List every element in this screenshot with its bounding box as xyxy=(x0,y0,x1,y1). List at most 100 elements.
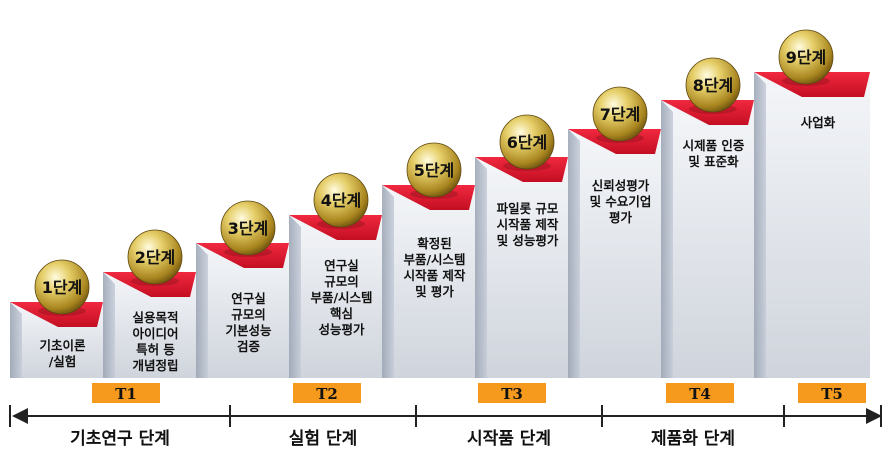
step-ball xyxy=(685,57,741,113)
step-front-face xyxy=(661,100,754,378)
step-description-line: 핵심 xyxy=(330,306,353,321)
step-description-line: 및 표준화 xyxy=(688,154,739,169)
step-label: 3단계 xyxy=(228,219,269,238)
step-description-line: 연구실 xyxy=(231,291,266,306)
step-top-face xyxy=(196,243,289,268)
step-description-line: 및 수요기업 xyxy=(590,194,652,209)
stage-tag-label: T1 xyxy=(115,385,137,403)
stage-tag-box xyxy=(478,383,546,403)
stage-tag-t4: T4 xyxy=(666,383,734,403)
step-front-face xyxy=(568,129,661,378)
step-side-face xyxy=(475,157,487,378)
stage-tags-layer: T1 T2 T3 T4 T5 xyxy=(92,383,866,403)
step-description-line: 신뢰성평가 xyxy=(592,178,650,193)
step-ball xyxy=(592,86,648,142)
step-description-line: 기초이론 xyxy=(39,338,86,353)
step-description-line: 시작품 제작 xyxy=(404,268,466,283)
stage-tag-box xyxy=(666,383,734,403)
step-front-face xyxy=(382,185,475,378)
step-description-line: 기본성능 xyxy=(225,323,272,338)
step-top-face xyxy=(754,72,870,97)
step-top-face xyxy=(475,157,568,182)
step-label: 4단계 xyxy=(321,191,362,210)
step-top-face xyxy=(289,215,382,240)
step-side-face xyxy=(661,100,673,378)
step-description-line: 및 성능평가 xyxy=(497,233,559,248)
step-top-face xyxy=(661,100,754,125)
step-description-line: 부품/시스템 xyxy=(403,252,465,267)
stage-tag-label: T4 xyxy=(689,385,711,403)
step-description-line: 파일롯 규모 xyxy=(497,201,559,216)
stage-tag-label: T2 xyxy=(316,385,338,403)
step-description-line: 사업화 xyxy=(801,115,836,130)
step-ball xyxy=(220,200,276,256)
step-side-face xyxy=(103,272,115,378)
step-ball xyxy=(34,259,90,315)
step-description-line: 부품/시스템 xyxy=(310,290,372,305)
step-top-face xyxy=(103,272,196,297)
step-side-face xyxy=(382,185,394,378)
step-ball xyxy=(499,114,555,170)
step-description-line: 평가 xyxy=(609,210,633,225)
step-ball xyxy=(778,29,834,85)
stage-tag-box xyxy=(293,383,361,403)
stage-tag-box xyxy=(92,383,160,403)
step-description-line: 검증 xyxy=(237,339,261,354)
step-top-face xyxy=(10,302,103,327)
step-description-line: 시제품 인증 xyxy=(683,138,745,153)
step-side-face xyxy=(10,302,22,378)
step-front-face xyxy=(475,157,568,378)
stage-tag-t2: T2 xyxy=(293,383,361,403)
phase-label: 기초연구 단계 xyxy=(70,429,170,449)
stage-tag-t1: T1 xyxy=(92,383,160,403)
step-label: 7단계 xyxy=(600,105,641,124)
step-ball xyxy=(406,142,462,198)
phase-label: 시작품 단계 xyxy=(467,429,551,449)
stage-tag-box xyxy=(798,383,866,403)
phase-label: 실험 단계 xyxy=(289,428,357,449)
step-description-line: 특허 등 xyxy=(136,342,175,357)
stage-tag-t5: T5 xyxy=(798,383,866,403)
step-description-line: 규모의 xyxy=(324,274,359,289)
step-label: 8단계 xyxy=(693,76,734,95)
step-label: 9단계 xyxy=(786,48,827,67)
step-front-face xyxy=(754,72,870,378)
step-description-line: 및 평가 xyxy=(415,284,454,299)
step-side-face xyxy=(196,243,208,378)
phase-label: 제품화 단계 xyxy=(651,429,735,449)
step-label: 6단계 xyxy=(507,133,548,152)
step-description-line: 성능평가 xyxy=(318,322,365,337)
step-description-line: 시작품 제작 xyxy=(497,217,559,232)
step-front-face xyxy=(289,215,382,378)
step-description-line: 아이디어 xyxy=(132,326,178,341)
step-ball xyxy=(127,229,183,285)
step-label: 2단계 xyxy=(135,248,176,267)
timeline-layer: 기초연구 단계 실험 단계 시작품 단계 제품화 단계 xyxy=(9,405,882,449)
step-top-face xyxy=(568,129,661,154)
stage-tag-label: T3 xyxy=(501,385,523,403)
step-ball xyxy=(313,172,369,228)
step-side-face xyxy=(289,215,301,378)
step-description-line: 규모의 xyxy=(231,307,266,322)
step-description-line: 실용목적 xyxy=(132,310,178,325)
step-top-face xyxy=(382,185,475,210)
step-side-face xyxy=(754,72,766,378)
step-label: 1단계 xyxy=(42,278,83,297)
step-label: 5단계 xyxy=(414,161,455,180)
step-description-line: /실험 xyxy=(49,354,77,369)
step-description-line: 확정된 xyxy=(417,236,452,251)
stage-tag-t3: T3 xyxy=(478,383,546,403)
stage-tag-label: T5 xyxy=(821,385,843,403)
step-side-face xyxy=(568,129,580,378)
